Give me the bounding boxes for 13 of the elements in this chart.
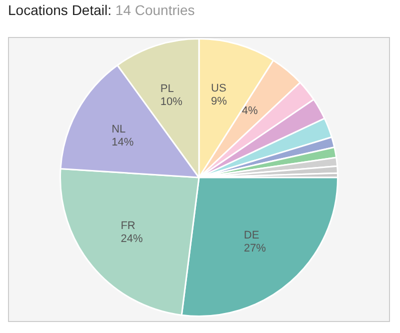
slice-label: US bbox=[211, 82, 226, 94]
slice-label: FR bbox=[120, 220, 136, 232]
data-label: 9% bbox=[211, 95, 228, 108]
data-label: 4% bbox=[242, 105, 258, 118]
data-label: 24% bbox=[120, 232, 143, 245]
chart-subtitle: 14 Countries bbox=[115, 2, 195, 18]
slice-label: NL bbox=[112, 124, 126, 136]
data-label: 27% bbox=[244, 242, 266, 255]
data-label: 14% bbox=[112, 136, 134, 149]
slice-label: DE bbox=[244, 230, 260, 242]
chart-title: Locations Detail: bbox=[8, 2, 112, 18]
data-label: 10% bbox=[160, 96, 183, 108]
slice-label: PL bbox=[160, 83, 174, 96]
